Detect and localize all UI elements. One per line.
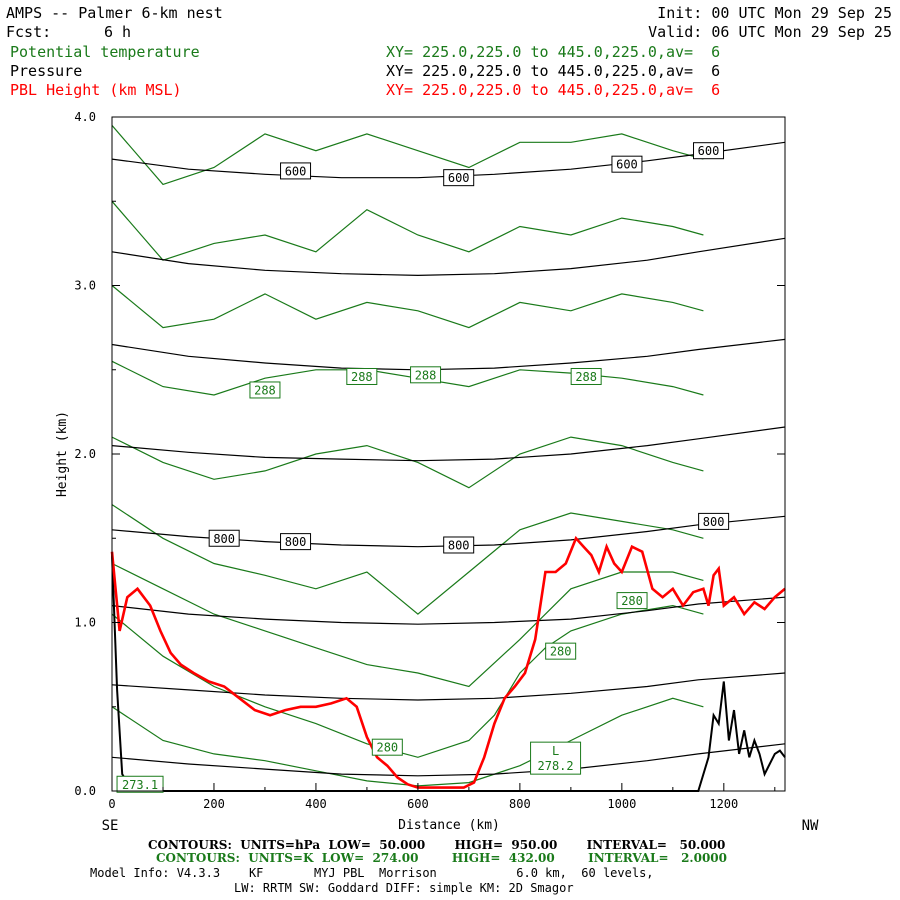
pressure-label: 800 (285, 535, 307, 549)
pressure-label-box (208, 529, 240, 547)
pressure-label-box (698, 512, 730, 530)
axes: 0 200 400 600 800 1000 1200 0.0 1.0 2.0 3.0 4.0 (74, 110, 785, 811)
x-tick-label: 800 (509, 797, 531, 811)
contour-labels: 600 600 600 600 800 800 800 800 288 288 288 288 280 2… (116, 142, 730, 793)
theta-contour-278 (111, 697, 704, 787)
pressure-label: 600 (285, 164, 307, 178)
theta-label: 280 (376, 741, 398, 755)
theta-contour-294 (111, 125, 704, 186)
pressure-contour-750 (111, 426, 786, 462)
x-tick-label: 1000 (607, 797, 636, 811)
pressure-label: 600 (448, 171, 470, 185)
theta-label-box (346, 367, 378, 385)
pressure-label-box (280, 162, 312, 180)
pressure-contour-info: CONTOURS: UNITS=hPa LOW= 50.000 HIGH= 95… (148, 838, 726, 852)
se-end-label: SE (102, 818, 119, 834)
pressure-field-name: Pressure (10, 62, 83, 80)
theta-label: 288 (254, 383, 276, 397)
theta-contour-info: CONTOURS: UNITS=K LOW= 274.00 HIGH= 432.… (156, 851, 727, 865)
pressure-contour-650 (111, 237, 786, 277)
pressure-label: 600 (698, 144, 720, 158)
theta-contour-282 (111, 562, 704, 688)
theta-label: 288 (415, 368, 437, 382)
y-tick-label: 4.0 (74, 110, 96, 124)
pressure-contour-900 (111, 672, 786, 701)
low-marker-value: 278.2 (538, 759, 574, 773)
theta-field-xy: XY= 225.0,225.0 to 445.0,225.0,av= 6 (386, 43, 721, 61)
pressure-label-box (611, 155, 643, 173)
theta-label-box (249, 381, 281, 399)
theta-contours (111, 125, 704, 787)
theta-label: 280 (550, 645, 572, 659)
x-tick-label: 400 (305, 797, 327, 811)
pressure-label-box (693, 142, 725, 160)
physics-info: LW: RRTM SW: Goddard DIFF: simple KM: 2D… (234, 881, 574, 895)
nw-end-label: NW (802, 818, 819, 834)
pressure-contour-700 (111, 338, 786, 371)
low-marker-symbol: L (552, 744, 559, 758)
theta-label-box (616, 592, 648, 610)
theta-label-box (116, 775, 164, 793)
theta-label-box (410, 366, 442, 384)
pressure-label-box (280, 533, 312, 551)
pressure-label: 800 (703, 515, 725, 529)
pressure-label: 800 (448, 538, 470, 552)
x-tick-label: 0 (108, 797, 115, 811)
theta-label-box (371, 738, 403, 756)
x-tick-label: 1200 (709, 797, 738, 811)
pbl-height-line (110, 535, 786, 789)
pressure-label: 800 (213, 532, 235, 546)
theta-contour-292 (111, 200, 704, 261)
theta-label: 288 (575, 370, 597, 384)
forecast-label: Fcst: (6, 23, 52, 41)
theta-contour-284 (111, 504, 704, 615)
theta-label-box (570, 367, 602, 385)
forecast-value: 6 h (104, 23, 132, 41)
x-tick-label: 200 (203, 797, 225, 811)
pressure-contour-850 (111, 596, 786, 625)
pbl-height-series (110, 535, 786, 789)
y-tick-label: 1.0 (74, 616, 96, 630)
pbl-field-name: PBL Height (km MSL) (10, 81, 182, 99)
y-tick-label: 0.0 (74, 784, 96, 798)
theta-label: 288 (351, 370, 373, 384)
theta-label: 273.1 (122, 778, 158, 792)
theta-contour-288 (111, 360, 704, 396)
x-axis-label: Distance (km) (398, 818, 500, 833)
pressure-label: 600 (616, 158, 638, 172)
y-tick-label: 2.0 (74, 447, 96, 461)
theta-label: 280 (621, 594, 643, 608)
low-marker-box (530, 741, 582, 775)
x-tick-label: 600 (407, 797, 429, 811)
pressure-label-box (443, 536, 475, 554)
pbl-field-xy: XY= 225.0,225.0 to 445.0,225.0,av= 6 (386, 81, 721, 99)
y-tick-label: 3.0 (74, 279, 96, 293)
model-info: Model Info: V4.3.3 KF MYJ PBL Morrison 6… (90, 866, 654, 880)
init-time: Init: 00 UTC Mon 29 Sep 25 (657, 4, 892, 22)
y-axis-label: Height (km) (55, 411, 70, 497)
theta-label-box (545, 642, 577, 660)
theta-contour-290 (111, 285, 704, 329)
valid-time: Valid: 06 UTC Mon 29 Sep 25 (648, 23, 892, 41)
theta-field-name: Potential temperature (10, 43, 200, 61)
pressure-contour-950 (111, 743, 786, 777)
pressure-label-box (443, 169, 475, 187)
theta-contour-280 (111, 604, 704, 758)
plot-title: AMPS -- Palmer 6-km nest (6, 4, 223, 22)
pressure-field-xy: XY= 225.0,225.0 to 445.0,225.0,av= 6 (386, 62, 721, 80)
theta-contour-286 (111, 436, 704, 489)
